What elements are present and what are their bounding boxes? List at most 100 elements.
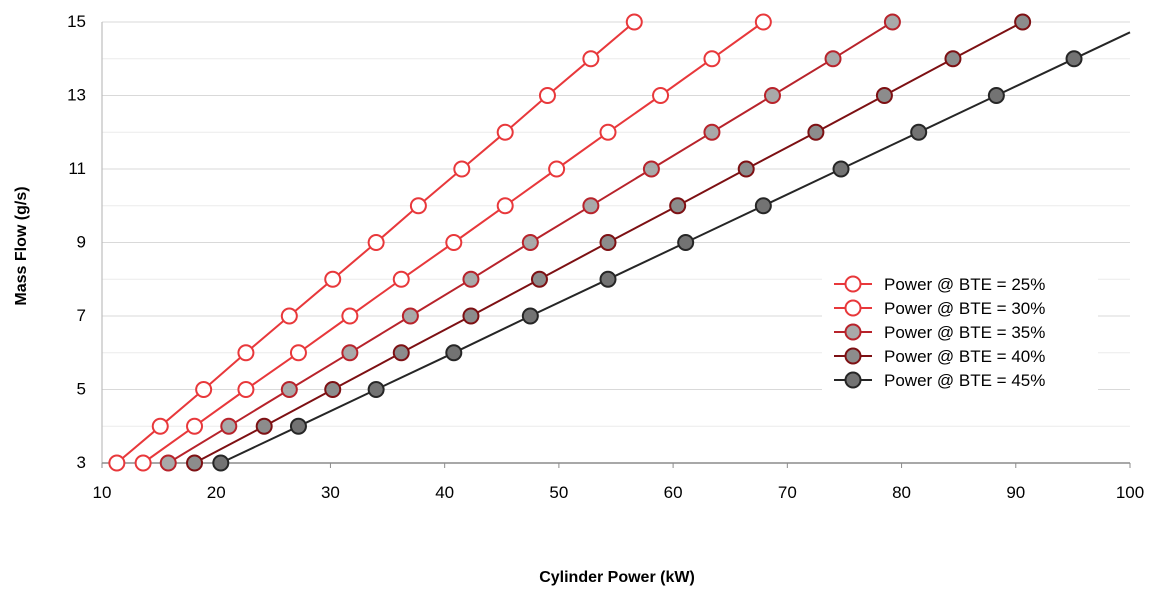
legend-label: Power @ BTE = 25% bbox=[884, 275, 1045, 294]
x-tick-label: 30 bbox=[321, 483, 340, 502]
series-5 bbox=[212, 31, 1131, 472]
legend-marker bbox=[844, 371, 862, 389]
legend-marker bbox=[844, 347, 862, 365]
data-point bbox=[1014, 13, 1032, 31]
data-point bbox=[445, 344, 463, 362]
data-point bbox=[445, 234, 463, 251]
data-point bbox=[625, 13, 643, 31]
x-tick-label: 50 bbox=[549, 483, 568, 502]
data-point bbox=[453, 160, 471, 178]
data-point bbox=[763, 87, 781, 104]
x-tick-label: 10 bbox=[93, 483, 112, 502]
data-point bbox=[255, 417, 273, 435]
data-point bbox=[367, 381, 385, 398]
y-tick-label: 15 bbox=[67, 12, 86, 31]
legend-marker bbox=[844, 275, 862, 293]
data-point bbox=[341, 344, 359, 362]
data-point bbox=[186, 417, 204, 435]
data-point bbox=[392, 344, 410, 362]
y-tick-label: 5 bbox=[77, 380, 86, 399]
data-point bbox=[599, 234, 617, 251]
axes: 10 20 30 40 50 60 70 80 90 100 3 5 7 9 11 13 15 bbox=[67, 12, 1144, 502]
data-point bbox=[186, 454, 204, 472]
data-point bbox=[220, 417, 238, 435]
x-tick-label: 100 bbox=[1116, 483, 1144, 502]
data-point bbox=[392, 270, 410, 288]
legend-label: Power @ BTE = 40% bbox=[884, 347, 1045, 366]
data-point bbox=[108, 454, 126, 472]
legend-marker bbox=[844, 323, 862, 341]
x-tick-label: 90 bbox=[1006, 483, 1025, 502]
legend-item: Power @ BTE = 40% bbox=[834, 347, 1045, 366]
y-tick-label: 11 bbox=[68, 159, 86, 178]
data-point bbox=[883, 13, 901, 31]
data-point bbox=[462, 270, 480, 288]
data-point bbox=[754, 197, 772, 215]
data-point bbox=[669, 197, 687, 215]
data-point bbox=[134, 454, 152, 472]
data-point bbox=[521, 307, 539, 325]
data-point bbox=[401, 307, 419, 325]
y-tick-label: 9 bbox=[77, 233, 86, 252]
y-tick-label: 3 bbox=[77, 453, 86, 472]
x-tick-label: 70 bbox=[778, 483, 797, 502]
data-point bbox=[807, 123, 825, 141]
data-point bbox=[875, 87, 893, 104]
data-point bbox=[987, 87, 1005, 104]
data-point bbox=[599, 270, 617, 288]
legend: Power @ BTE = 25% Power @ BTE = 30% Power … bbox=[822, 268, 1098, 403]
data-point bbox=[237, 344, 255, 362]
data-point bbox=[703, 50, 721, 68]
x-axis-title: Cylinder Power (kW) bbox=[539, 569, 695, 586]
y-tick-label: 13 bbox=[67, 86, 86, 105]
y-tick-label: 7 bbox=[77, 306, 86, 325]
data-point bbox=[737, 160, 755, 178]
data-point bbox=[599, 123, 617, 141]
data-point bbox=[1065, 50, 1083, 68]
series-2 bbox=[134, 13, 772, 472]
data-point bbox=[677, 234, 695, 251]
data-point bbox=[462, 307, 480, 325]
legend-item: Power @ BTE = 25% bbox=[834, 275, 1045, 294]
series-1 bbox=[108, 13, 643, 472]
data-point bbox=[237, 381, 255, 398]
data-point bbox=[538, 87, 556, 104]
data-point bbox=[703, 123, 721, 141]
data-point bbox=[832, 160, 850, 178]
legend-item: Power @ BTE = 30% bbox=[834, 299, 1045, 318]
data-point bbox=[289, 344, 307, 362]
data-point bbox=[521, 234, 539, 251]
data-point bbox=[324, 270, 342, 288]
data-point bbox=[212, 454, 230, 472]
x-tick-label: 60 bbox=[664, 483, 683, 502]
legend-label: Power @ BTE = 45% bbox=[884, 371, 1045, 390]
legend-label: Power @ BTE = 35% bbox=[884, 323, 1045, 342]
data-point bbox=[280, 307, 298, 325]
data-point bbox=[324, 381, 342, 398]
data-point bbox=[652, 87, 670, 104]
data-point bbox=[944, 50, 962, 68]
data-point bbox=[642, 160, 660, 178]
legend-marker bbox=[844, 299, 862, 317]
data-point bbox=[910, 123, 928, 141]
legend-item: Power @ BTE = 35% bbox=[834, 323, 1045, 342]
x-tick-label: 80 bbox=[892, 483, 911, 502]
legend-item: Power @ BTE = 45% bbox=[834, 371, 1045, 390]
data-point bbox=[151, 417, 169, 435]
legend-label: Power @ BTE = 30% bbox=[884, 299, 1045, 318]
data-point bbox=[530, 270, 548, 288]
data-point bbox=[159, 454, 177, 472]
series-3 bbox=[159, 13, 901, 472]
data-point bbox=[367, 234, 385, 251]
series-layer bbox=[108, 13, 1131, 472]
data-point bbox=[195, 381, 213, 398]
data-point bbox=[409, 197, 427, 215]
data-point bbox=[582, 197, 600, 215]
data-point bbox=[754, 13, 772, 31]
data-point bbox=[824, 50, 842, 68]
data-point bbox=[582, 50, 600, 68]
data-point bbox=[289, 417, 307, 435]
data-point bbox=[496, 197, 514, 215]
data-point bbox=[280, 381, 298, 398]
